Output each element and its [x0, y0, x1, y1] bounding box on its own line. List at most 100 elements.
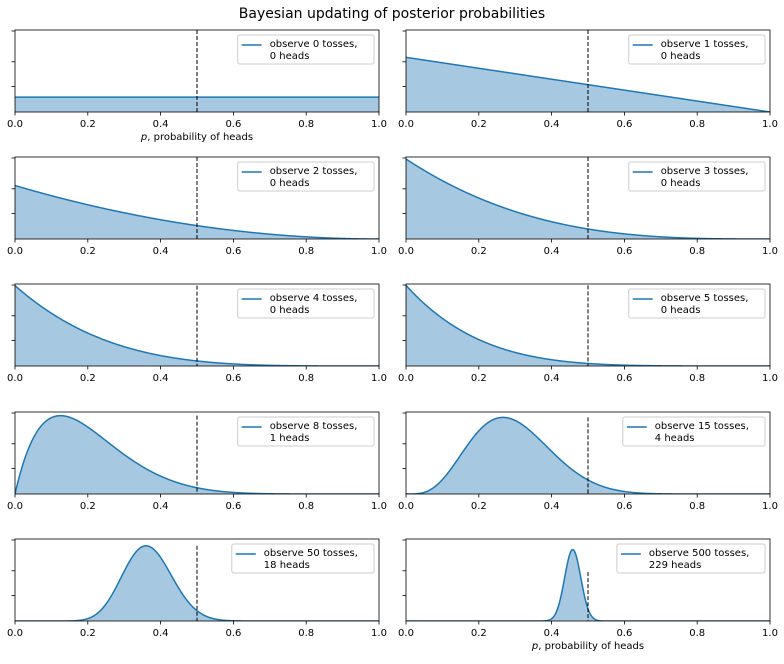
x-tick-label: 0.8 [298, 246, 314, 257]
x-tick-label: 0.6 [616, 119, 632, 130]
panel-1-tosses: 0.0 0.2 0.4 0.6 0.8 1.0 observe 1 tosses, 0 he… [398, 29, 778, 130]
legend-label: 4 heads [655, 433, 695, 444]
x-tick-label: 0.2 [471, 246, 487, 257]
x-tick-label: 0.8 [298, 119, 314, 130]
legend-box [628, 161, 766, 192]
x-tick-label: 0.4 [153, 628, 169, 639]
posterior-area [15, 285, 379, 366]
figure-title: Bayesian updating of posterior probabili… [239, 6, 545, 22]
legend: observe 4 tosses, 0 heads [237, 288, 375, 319]
panel-5-tosses: 0.0 0.2 0.4 0.6 0.8 1.0 observe 5 tosses, 0 he… [398, 283, 778, 384]
x-tick-label: 0.2 [80, 119, 96, 130]
legend-label: observe 15 tosses, [655, 421, 749, 432]
legend-box [628, 34, 766, 65]
legend-label: observe 500 tosses, [649, 548, 749, 559]
x-tick-label: 0.0 [7, 119, 23, 130]
axes-frame [14, 283, 380, 367]
x-tick-label: 0.6 [616, 246, 632, 257]
x-tick-label: 0.4 [153, 246, 169, 257]
legend-box [622, 416, 766, 447]
panel-50-tosses: 0.0 0.2 0.4 0.6 0.8 1.0 observe 50 tosses, 18 … [7, 538, 387, 639]
legend-label: observe 8 tosses, [270, 421, 358, 432]
axes-frame [405, 283, 771, 367]
x-tick-label: 0.4 [544, 628, 560, 639]
legend: observe 5 tosses, 0 heads [628, 288, 766, 319]
legend-box [237, 416, 375, 447]
x-tick-label: 1.0 [371, 246, 387, 257]
panel-500-tosses: 0.0 0.2 0.4 0.6 0.8 1.0 p, probability of head… [398, 538, 778, 652]
legend-box [231, 543, 375, 574]
x-tick-label: 0.6 [225, 628, 241, 639]
x-tick-label: 0.0 [7, 501, 23, 512]
x-tick-label: 0.0 [398, 246, 414, 257]
panel-15-tosses: 0.0 0.2 0.4 0.6 0.8 1.0 observe 15 tosses, 4 h… [398, 411, 778, 512]
posterior-area [406, 285, 770, 366]
panel-4-tosses: 0.0 0.2 0.4 0.6 0.8 1.0 observe 4 tosses, 0 he… [7, 283, 387, 384]
legend-label: observe 1 tosses, [661, 39, 749, 50]
panel-2-tosses: 0.0 0.2 0.4 0.6 0.8 1.0 observe 2 tosses, 0 he… [7, 156, 387, 257]
axes-frame [14, 29, 380, 113]
x-tick-label: 0.0 [398, 119, 414, 130]
x-axis-label: p, probability of heads [531, 641, 644, 652]
axes-frame [405, 411, 771, 495]
legend-label: 229 heads [649, 560, 701, 571]
x-tick-label: 0.2 [471, 501, 487, 512]
legend: observe 500 tosses, 229 heads [616, 543, 766, 574]
legend: observe 15 tosses, 4 heads [622, 416, 766, 447]
x-tick-label: 0.6 [616, 628, 632, 639]
x-tick-label: 0.8 [689, 373, 705, 384]
x-tick-label: 0.0 [7, 628, 23, 639]
posterior-area [15, 185, 379, 239]
x-tick-label: 0.4 [153, 373, 169, 384]
legend-box [237, 161, 375, 192]
x-tick-label: 0.0 [398, 628, 414, 639]
panel-0-tosses: 0.0 0.2 0.4 0.6 0.8 1.0 p, probability of head… [7, 29, 387, 143]
x-tick-label: 1.0 [762, 501, 778, 512]
x-tick-label: 0.4 [544, 119, 560, 130]
legend-label: 0 heads [270, 178, 310, 189]
x-tick-label: 1.0 [371, 373, 387, 384]
x-tick-label: 0.0 [398, 373, 414, 384]
legend-label: observe 4 tosses, [270, 293, 358, 304]
legend-label: 0 heads [661, 178, 701, 189]
x-tick-label: 0.4 [153, 119, 169, 130]
x-tick-label: 0.4 [544, 501, 560, 512]
legend-label: 0 heads [661, 51, 701, 62]
legend-label: observe 2 tosses, [270, 166, 358, 177]
x-tick-label: 1.0 [762, 246, 778, 257]
legend: observe 0 tosses, 0 heads [237, 34, 375, 65]
x-tick-label: 1.0 [371, 119, 387, 130]
legend-box [616, 543, 766, 574]
x-tick-label: 0.2 [80, 246, 96, 257]
legend: observe 1 tosses, 0 heads [628, 34, 766, 65]
axes-frame [405, 29, 771, 113]
x-tick-label: 0.6 [616, 501, 632, 512]
x-tick-label: 0.8 [298, 373, 314, 384]
panel-3-tosses: 0.0 0.2 0.4 0.6 0.8 1.0 observe 3 tosses, 0 he… [398, 156, 778, 257]
x-tick-label: 0.2 [471, 373, 487, 384]
x-tick-label: 0.6 [225, 246, 241, 257]
legend-label: 0 heads [270, 51, 310, 62]
axes-frame [405, 538, 771, 622]
x-tick-label: 0.8 [689, 628, 705, 639]
x-tick-label: 0.8 [298, 501, 314, 512]
x-tick-label: 0.0 [7, 373, 23, 384]
posterior-area [406, 417, 770, 494]
x-tick-label: 0.8 [689, 501, 705, 512]
x-tick-label: 0.0 [398, 501, 414, 512]
legend-label: observe 0 tosses, [270, 39, 358, 50]
legend-box [237, 288, 375, 319]
x-tick-label: 0.8 [689, 246, 705, 257]
x-tick-label: 0.8 [689, 119, 705, 130]
legend-label: 18 heads [264, 560, 310, 571]
axes-frame [405, 156, 771, 240]
x-tick-label: 0.2 [471, 119, 487, 130]
x-tick-label: 0.2 [471, 628, 487, 639]
legend: observe 50 tosses, 18 heads [231, 543, 375, 574]
posterior-area [15, 415, 379, 494]
axes-frame [14, 411, 380, 495]
x-tick-label: 0.2 [80, 373, 96, 384]
legend: observe 2 tosses, 0 heads [237, 161, 375, 192]
axes-frame [14, 156, 380, 240]
x-tick-label: 0.6 [616, 373, 632, 384]
